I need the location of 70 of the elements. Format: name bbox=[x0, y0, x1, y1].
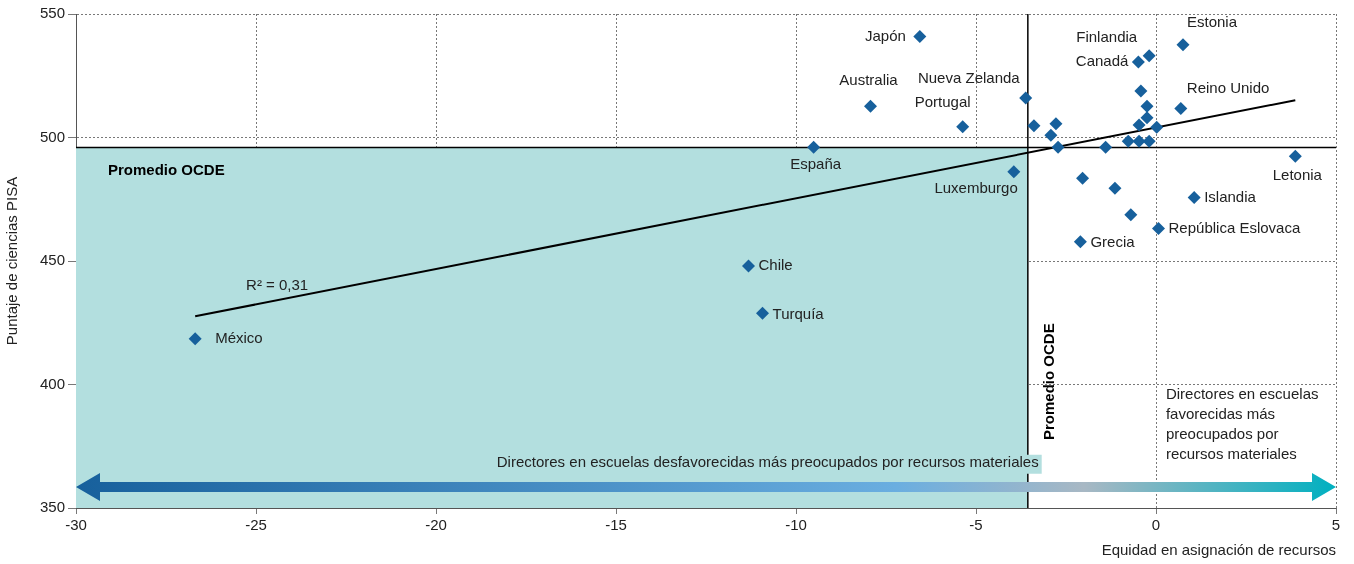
x-tick-label: -30 bbox=[65, 516, 87, 534]
annotation: Directores en escuelas favorecidas más preocupados por recursos materiales bbox=[1165, 384, 1319, 462]
y-tick-label: 400 bbox=[39, 374, 65, 392]
x-tick-label: -20 bbox=[425, 516, 447, 534]
annotation: Portugal bbox=[914, 93, 971, 111]
y-tick-label: 350 bbox=[39, 498, 65, 516]
point bbox=[756, 306, 770, 320]
point bbox=[1121, 134, 1135, 148]
point bbox=[1140, 111, 1154, 125]
x-axis-title: Equidad en asignación de recursos bbox=[1101, 541, 1336, 559]
point bbox=[1049, 117, 1063, 131]
annotation: España bbox=[790, 154, 842, 172]
point bbox=[807, 140, 821, 154]
x-tick-label: 5 bbox=[1331, 516, 1341, 534]
point bbox=[1174, 102, 1188, 116]
annotation: México bbox=[215, 328, 263, 346]
point bbox=[956, 120, 970, 134]
point bbox=[1108, 181, 1122, 195]
y-tick-label: 550 bbox=[39, 4, 65, 22]
point bbox=[1152, 221, 1166, 235]
point bbox=[1142, 134, 1156, 148]
point bbox=[1027, 119, 1041, 133]
annotation: Letonia bbox=[1272, 165, 1323, 183]
annotation: Nueva Zelanda bbox=[917, 68, 1021, 86]
annotation: Australia bbox=[839, 70, 899, 88]
point bbox=[741, 259, 755, 273]
point bbox=[864, 99, 878, 113]
ref-line-label: Promedio OCDE bbox=[108, 161, 225, 179]
point bbox=[1132, 118, 1146, 132]
annotation: R² = 0,31 bbox=[246, 275, 309, 293]
x-tick-label: 0 bbox=[1151, 516, 1161, 534]
point bbox=[1076, 171, 1090, 185]
point bbox=[1099, 140, 1113, 154]
annotation: Reino Unido bbox=[1186, 79, 1270, 97]
point bbox=[1073, 235, 1087, 249]
point bbox=[1140, 99, 1154, 113]
x-tick-label: -5 bbox=[969, 516, 983, 534]
ref-line-label: Promedio OCDE bbox=[1039, 323, 1057, 440]
point bbox=[1187, 191, 1201, 205]
annotation: Canadá bbox=[1075, 52, 1130, 70]
annotation: Japón bbox=[864, 26, 906, 44]
annotation: Luxemburgo bbox=[934, 179, 1018, 197]
point bbox=[1176, 38, 1190, 52]
annotation: Turquía bbox=[772, 304, 825, 322]
annotation: Chile bbox=[758, 256, 793, 274]
point bbox=[1051, 140, 1065, 154]
point bbox=[188, 332, 202, 346]
annotation: Directores en escuelas desfavorecidas más preocupados por recursos materiales bbox=[496, 453, 1039, 471]
point bbox=[1150, 120, 1164, 134]
point bbox=[1131, 55, 1145, 69]
point bbox=[1142, 49, 1156, 63]
x-tick-label: -15 bbox=[605, 516, 627, 534]
point bbox=[1132, 134, 1146, 148]
annotation: Estonia bbox=[1187, 13, 1238, 31]
y-tick-label: 500 bbox=[39, 127, 65, 145]
point bbox=[1044, 128, 1058, 142]
point bbox=[1019, 91, 1033, 105]
annotation: Finlandia bbox=[1076, 28, 1138, 46]
y-axis-title: Puntaje de ciencias PISA bbox=[3, 176, 21, 346]
annotation: Islandia bbox=[1204, 187, 1257, 205]
annotation: Grecia bbox=[1090, 232, 1136, 250]
y-tick-label: 450 bbox=[39, 251, 65, 269]
point bbox=[913, 29, 927, 43]
point bbox=[1288, 149, 1302, 163]
x-tick-label: -25 bbox=[245, 516, 267, 534]
annotation: República Eslovaca bbox=[1168, 218, 1301, 236]
point bbox=[1124, 208, 1138, 222]
x-tick-label: -10 bbox=[785, 516, 807, 534]
point bbox=[1007, 165, 1021, 179]
point bbox=[1134, 84, 1148, 98]
